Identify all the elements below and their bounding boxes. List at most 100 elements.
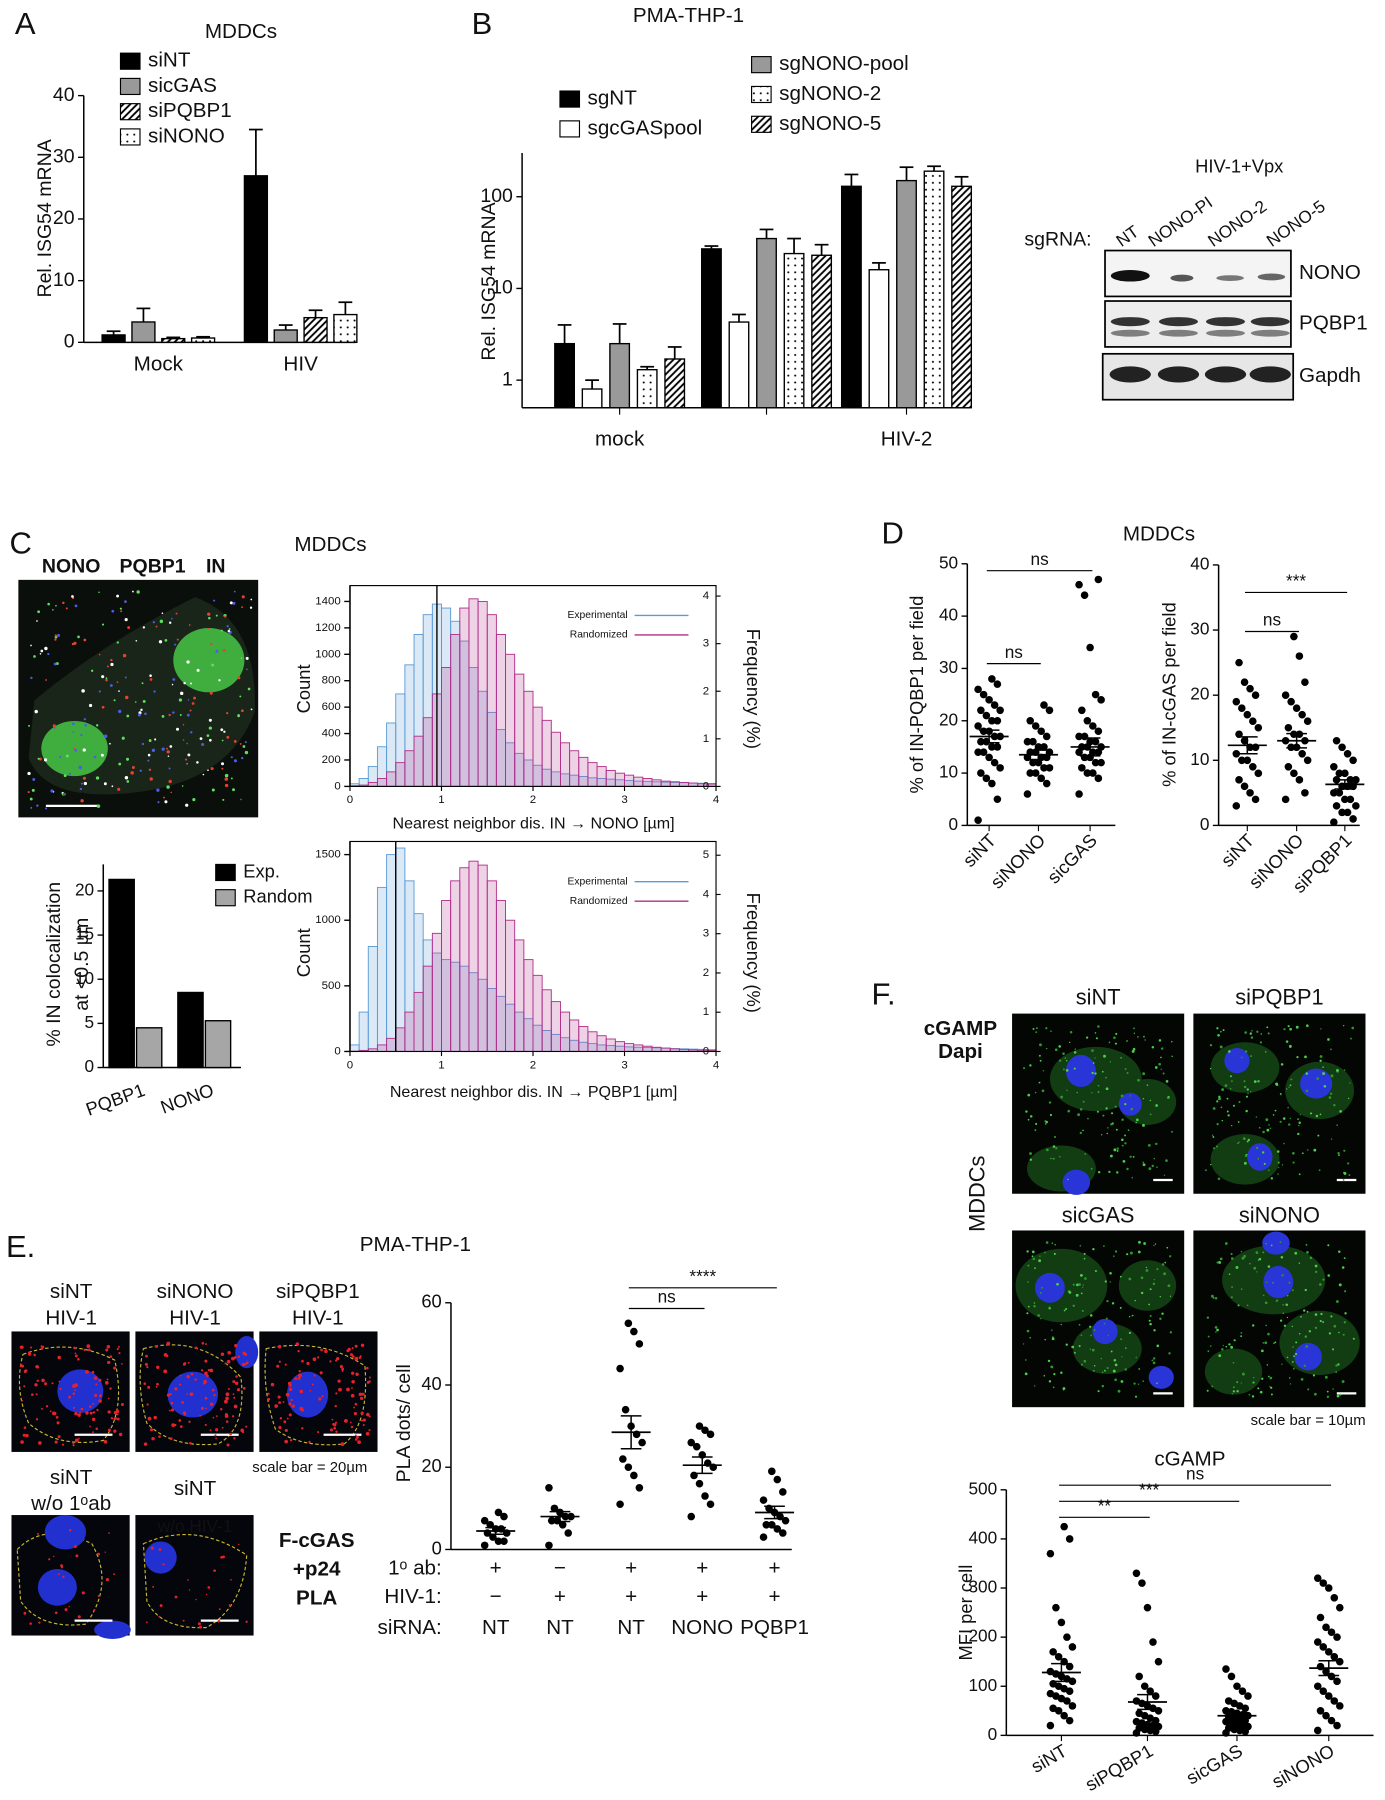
speckle: [53, 1555, 55, 1558]
speckle: [1241, 1256, 1245, 1260]
speckle: [1109, 1061, 1112, 1063]
speckle: [1349, 1082, 1351, 1084]
speckle: [1330, 1315, 1333, 1318]
speckle: [225, 1392, 230, 1397]
speckle: [1121, 1138, 1124, 1142]
legend-swatch: [559, 90, 581, 108]
data-point: [1052, 1603, 1060, 1612]
speckle: [277, 1395, 281, 1399]
histogram-bar: [633, 776, 644, 787]
speckle: [1342, 1333, 1345, 1336]
speckle: [240, 657, 243, 659]
histogram-bar: [559, 1011, 571, 1052]
speckle: [1305, 1089, 1309, 1093]
data-point: [1132, 1569, 1141, 1578]
speckle: [80, 733, 83, 737]
speckle: [346, 1387, 350, 1392]
speckle: [365, 1366, 369, 1370]
speckle: [36, 804, 39, 807]
speckle: [92, 1431, 94, 1434]
data-point: [1327, 1716, 1336, 1725]
speckle: [1292, 1346, 1294, 1348]
speckle: [57, 1573, 60, 1576]
speckle: [1153, 1157, 1155, 1160]
speckle: [1107, 1334, 1109, 1336]
histogram-bar: [532, 974, 543, 1052]
speckle: [1029, 1336, 1032, 1339]
histogram-bar: [404, 1011, 415, 1052]
speckle: [1230, 1296, 1233, 1299]
speckle: [1050, 1157, 1052, 1160]
speckle: [55, 604, 57, 607]
data-point: [558, 1521, 567, 1529]
speckle: [232, 1380, 236, 1384]
speckle: [1041, 1089, 1045, 1093]
speckle: [1307, 1388, 1310, 1391]
speckle: [77, 1615, 81, 1619]
data-point: [1301, 678, 1309, 686]
speckle: [181, 785, 184, 787]
data-point: [706, 1500, 715, 1509]
y-tick-label: 20: [421, 1455, 441, 1476]
speckle: [57, 1435, 61, 1439]
assay-label: F-cGAS: [279, 1529, 355, 1552]
speckle: [1079, 1108, 1083, 1111]
comparison-label: ns: [1005, 642, 1023, 662]
histogram-bar: [422, 965, 433, 1052]
speckle: [226, 712, 229, 715]
speckle: [250, 708, 253, 711]
speckle: [365, 1432, 370, 1436]
speckle: [213, 599, 216, 602]
speckle: [1094, 1269, 1097, 1273]
speckle: [80, 799, 84, 803]
speckle: [190, 731, 193, 734]
speckle: [1273, 1342, 1275, 1345]
table-row-label: siRNA:: [378, 1616, 442, 1639]
speckle: [1308, 1330, 1312, 1333]
speckle: [40, 1347, 44, 1350]
speckle: [1230, 1345, 1234, 1349]
data-point: [1298, 749, 1306, 758]
speckle: [1082, 1129, 1084, 1132]
y-tick-label: 60: [421, 1291, 441, 1312]
speckle: [116, 1417, 120, 1421]
speckle: [1261, 1349, 1264, 1353]
speckle: [175, 612, 178, 615]
histogram-bar: [413, 735, 424, 787]
data-point: [1138, 1579, 1146, 1587]
speckle: [205, 1407, 207, 1410]
data-point: [1319, 1687, 1328, 1695]
speckle: [1220, 1030, 1222, 1033]
speckle: [1170, 1130, 1173, 1133]
speckle: [1312, 1374, 1316, 1377]
speckle: [1145, 1266, 1148, 1269]
speckle: [1264, 1051, 1267, 1053]
data-point: [1089, 722, 1097, 730]
speckle: [1245, 1109, 1248, 1113]
speckle: [1129, 1155, 1132, 1158]
histogram-bar: [450, 634, 461, 787]
cells-label: MDDCs: [965, 1156, 990, 1232]
speckle: [220, 629, 223, 632]
speckle: [1329, 1092, 1333, 1095]
speckle: [215, 649, 219, 653]
speckle: [1079, 1244, 1082, 1247]
speckle: [1091, 1049, 1094, 1052]
speckle: [176, 727, 180, 731]
histogram-bar: [395, 847, 406, 1052]
data-point: [616, 1500, 624, 1509]
speckle: [101, 705, 105, 709]
speckle: [237, 714, 241, 718]
image-label: siPQBP1: [276, 1280, 360, 1303]
speckle: [1045, 1047, 1048, 1050]
histogram-bar: [386, 854, 397, 1052]
speckle: [1095, 1037, 1098, 1040]
data-point: [1346, 795, 1355, 804]
speckle: [270, 1382, 275, 1387]
bar: [840, 185, 862, 409]
speckle: [1029, 1152, 1032, 1155]
speckle: [1114, 1250, 1118, 1253]
speckle: [1229, 1088, 1232, 1090]
speckle: [1091, 1348, 1095, 1352]
